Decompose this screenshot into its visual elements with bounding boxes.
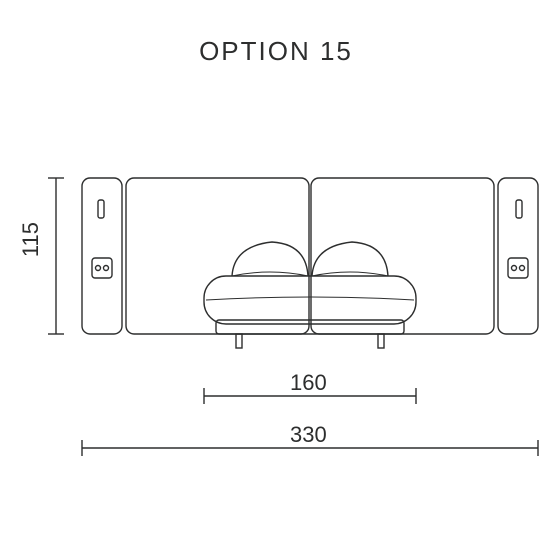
dim-bed-width-line <box>204 388 416 404</box>
side-panel-left <box>82 178 122 334</box>
mattress <box>204 276 416 324</box>
headboard-panel-right <box>311 178 494 334</box>
bed-diagram <box>0 0 552 533</box>
bed-leg-right <box>378 334 384 348</box>
dim-total-width-line <box>82 440 538 456</box>
headboard-panel-left <box>126 178 309 334</box>
side-panel-right <box>498 178 538 334</box>
pillows-icon <box>232 242 388 276</box>
bed-leg-left <box>236 334 242 348</box>
bed-base <box>216 320 404 334</box>
dim-height-line <box>48 178 64 334</box>
